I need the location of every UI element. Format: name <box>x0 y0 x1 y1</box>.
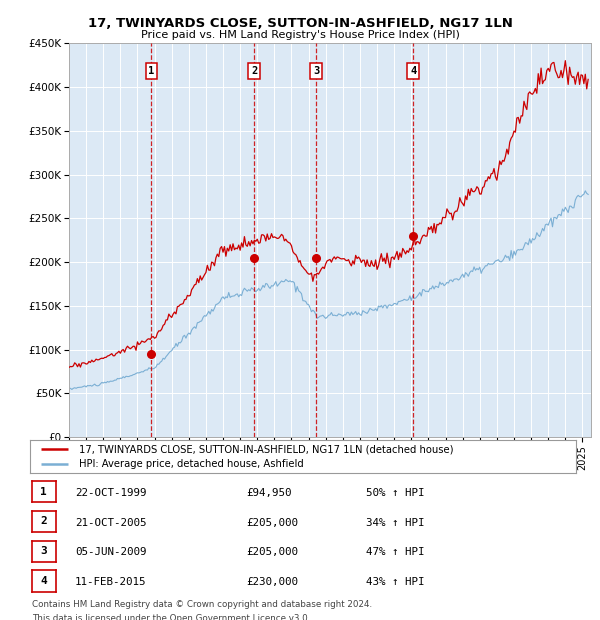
Text: 4: 4 <box>410 66 416 76</box>
Text: 05-JUN-2009: 05-JUN-2009 <box>75 547 146 557</box>
Text: This data is licensed under the Open Government Licence v3.0.: This data is licensed under the Open Gov… <box>32 614 310 620</box>
Text: £205,000: £205,000 <box>246 518 298 528</box>
Text: 34% ↑ HPI: 34% ↑ HPI <box>366 518 425 528</box>
Text: 1: 1 <box>148 66 154 76</box>
Text: 17, TWINYARDS CLOSE, SUTTON-IN-ASHFIELD, NG17 1LN: 17, TWINYARDS CLOSE, SUTTON-IN-ASHFIELD,… <box>88 17 512 30</box>
Text: 22-OCT-1999: 22-OCT-1999 <box>75 488 146 498</box>
Text: 4: 4 <box>40 576 47 586</box>
Text: 11-FEB-2015: 11-FEB-2015 <box>75 577 146 587</box>
Text: 17, TWINYARDS CLOSE, SUTTON-IN-ASHFIELD, NG17 1LN (detached house): 17, TWINYARDS CLOSE, SUTTON-IN-ASHFIELD,… <box>79 444 454 454</box>
Text: £94,950: £94,950 <box>246 488 292 498</box>
Text: 3: 3 <box>313 66 319 76</box>
Text: 50% ↑ HPI: 50% ↑ HPI <box>366 488 425 498</box>
Text: 47% ↑ HPI: 47% ↑ HPI <box>366 547 425 557</box>
Text: £230,000: £230,000 <box>246 577 298 587</box>
Text: 43% ↑ HPI: 43% ↑ HPI <box>366 577 425 587</box>
Text: HPI: Average price, detached house, Ashfield: HPI: Average price, detached house, Ashf… <box>79 459 304 469</box>
Text: 3: 3 <box>40 546 47 556</box>
Text: Price paid vs. HM Land Registry's House Price Index (HPI): Price paid vs. HM Land Registry's House … <box>140 30 460 40</box>
Text: 2: 2 <box>40 516 47 526</box>
Text: Contains HM Land Registry data © Crown copyright and database right 2024.: Contains HM Land Registry data © Crown c… <box>32 600 372 609</box>
Text: 1: 1 <box>40 487 47 497</box>
Text: 21-OCT-2005: 21-OCT-2005 <box>75 518 146 528</box>
Text: £205,000: £205,000 <box>246 547 298 557</box>
Text: 2: 2 <box>251 66 257 76</box>
